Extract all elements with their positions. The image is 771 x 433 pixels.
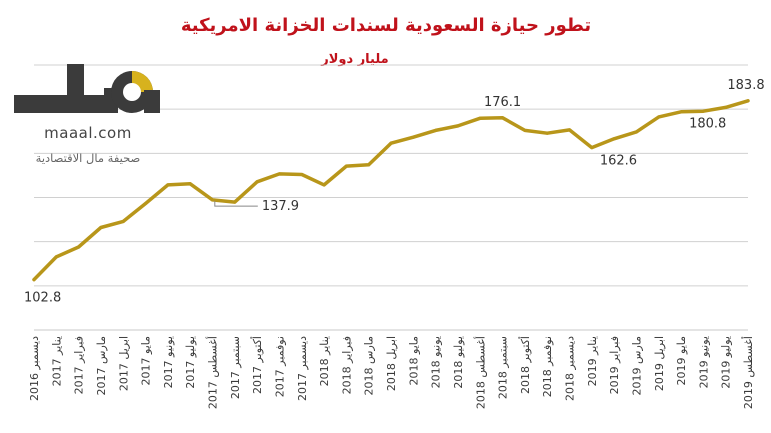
x-tick-label: ديسمبر 2017: [296, 336, 309, 401]
data-point: [746, 99, 750, 103]
data-point: [456, 124, 460, 128]
data-point: [233, 200, 237, 204]
label-leader-line: [214, 201, 258, 207]
x-tick-label: يناير 2017: [50, 336, 63, 386]
data-point: [434, 128, 438, 132]
series-line: [32, 99, 750, 282]
data-label: 176.1: [484, 95, 521, 110]
x-tick-label: نوفمبر 2017: [273, 336, 286, 397]
x-axis-ticks: ديسمبر 2016 يناير 2017 فبراير 2017 مارس 201…: [28, 336, 755, 409]
x-tick-label: مايو 2017: [140, 336, 153, 386]
x-tick-label: أكتوبر 2018: [518, 336, 532, 394]
x-tick-label: أغسطس 2018: [473, 336, 487, 409]
data-point: [501, 116, 505, 120]
chart-subtitle: مليار دولار: [320, 52, 388, 67]
data-point: [724, 105, 728, 109]
x-tick-label: ابريل 2018: [385, 336, 398, 391]
data-point: [188, 182, 192, 186]
x-tick-label: نوفمبر 2018: [541, 336, 554, 397]
data-point: [255, 180, 259, 184]
x-tick-label: ابريل 2019: [653, 336, 666, 391]
x-tick-label: مارس 2019: [630, 336, 643, 396]
x-tick-label: مارس 2018: [363, 336, 376, 396]
logo-url: maaal.com: [44, 124, 132, 142]
data-point: [211, 198, 214, 202]
data-points: [32, 99, 750, 282]
data-label: 183.8: [727, 78, 764, 93]
x-tick-label: ابريل 2017: [117, 336, 130, 391]
data-point: [389, 141, 393, 145]
x-tick-label: فبراير 2019: [608, 336, 621, 394]
data-point: [545, 131, 549, 135]
data-point: [32, 278, 36, 282]
data-point: [568, 128, 571, 132]
data-label: 102.8: [24, 291, 61, 306]
data-point: [612, 137, 616, 141]
data-point: [523, 128, 527, 132]
data-point: [344, 164, 348, 168]
x-tick-label: يوليو 2017: [184, 336, 197, 389]
data-point: [701, 109, 705, 113]
x-tick-label: يوليو 2019: [720, 336, 733, 389]
data-point: [77, 245, 81, 249]
data-point: [634, 130, 638, 134]
logo: maaal.com صحيفة مال الاقتصادية: [14, 64, 160, 165]
data-point: [277, 172, 281, 176]
data-point: [590, 146, 594, 150]
data-point: [300, 173, 304, 177]
data-labels: 102.8 137.9 176.1 162.6 180.8 183.8: [24, 78, 765, 306]
x-tick-label: يوليو 2018: [452, 336, 465, 389]
data-point: [411, 135, 415, 139]
data-label: 162.6: [600, 154, 637, 169]
x-tick-label: سبتمبر 2018: [497, 336, 510, 399]
x-tick-label: يونيو 2018: [430, 336, 443, 388]
data-point: [166, 183, 170, 187]
x-tick-label: سبتمبر 2017: [229, 336, 242, 399]
x-tick-label: مايو 2019: [675, 336, 688, 386]
x-tick-label: يونيو 2017: [162, 336, 175, 388]
x-tick-label: أغسطس 2017: [206, 336, 220, 409]
x-tick-label: ديسمبر 2016: [28, 336, 41, 401]
gridlines: [34, 64, 748, 331]
x-tick-label: يونيو 2019: [697, 336, 710, 388]
data-point: [322, 183, 326, 187]
data-point: [99, 226, 103, 230]
x-tick-label: أغسطس 2019: [741, 336, 755, 409]
data-label: 180.8: [689, 116, 726, 131]
data-point: [121, 219, 125, 223]
data-point: [679, 110, 683, 114]
data-point: [657, 115, 661, 119]
x-tick-label: فبراير 2018: [340, 336, 353, 394]
x-tick-label: أكتوبر 2017: [250, 336, 264, 394]
logo-tagline: صحيفة مال الاقتصادية: [36, 151, 141, 165]
data-point: [367, 163, 371, 167]
leader-lines: [214, 201, 258, 207]
x-tick-label: يناير 2019: [586, 336, 599, 386]
x-tick-label: يناير 2018: [318, 336, 331, 386]
chart-title: تطور حيازة السعودية لسندات الخزانة الامر…: [181, 15, 591, 36]
data-point: [478, 116, 482, 120]
data-point: [144, 201, 148, 205]
x-tick-label: مارس 2017: [95, 336, 108, 396]
x-tick-label: ديسمبر 2018: [564, 336, 577, 401]
data-label: 137.9: [262, 199, 299, 214]
x-tick-label: مايو 2018: [407, 336, 420, 386]
data-point: [54, 255, 58, 259]
x-tick-label: فبراير 2017: [73, 336, 86, 394]
logo-mark: [14, 64, 160, 113]
